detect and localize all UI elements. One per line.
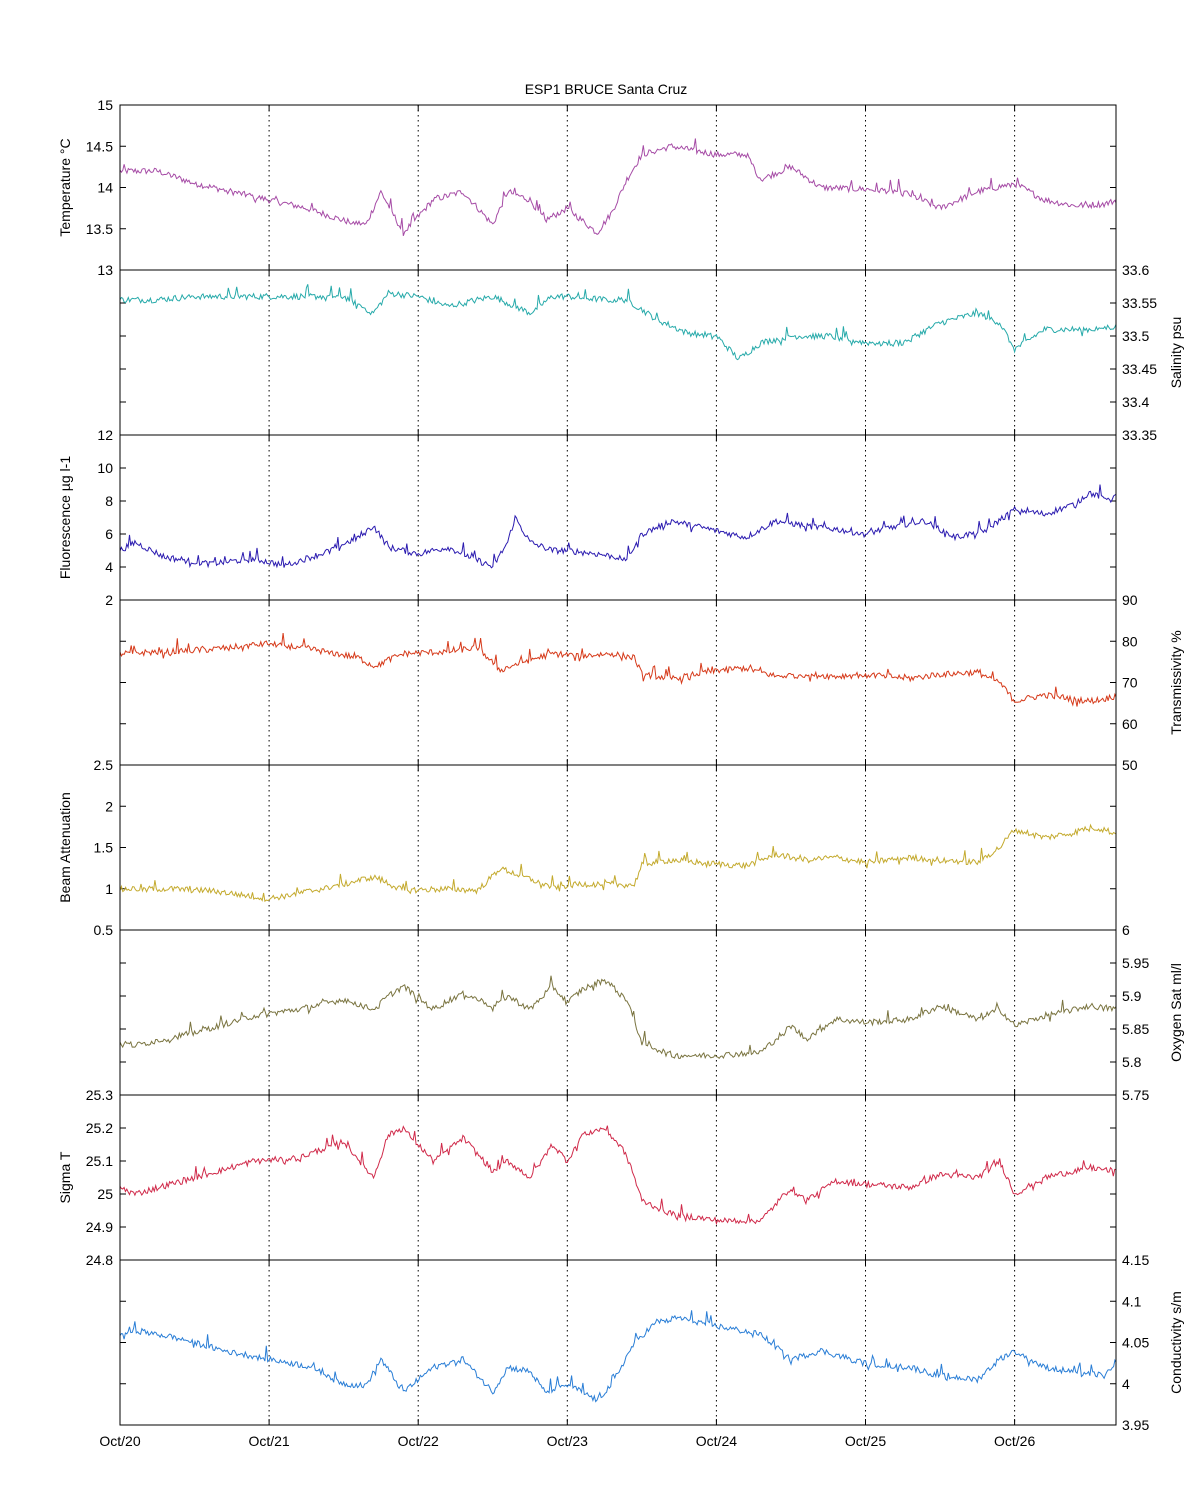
y-axis-label: Salinity psu xyxy=(1168,317,1184,389)
y-tick-label: 4.1 xyxy=(1122,1293,1142,1309)
series-line xyxy=(120,632,1116,707)
panel-4: 0.5 1 1.5 2 2.5 Beam Attenuation xyxy=(57,757,1117,938)
y-tick-label: 0.5 xyxy=(94,922,114,938)
panel-2: 2 4 6 8 10 12 Fluorescence µg l-1 xyxy=(57,427,1117,608)
y-tick-label: 5.85 xyxy=(1122,1021,1149,1037)
series-line xyxy=(120,284,1116,361)
panel-0: 13 13.5 14 14.5 15 Temperature °C xyxy=(57,97,1117,278)
x-tick-label: Oct/21 xyxy=(248,1433,289,1449)
panel-1: 33.35 33.4 33.45 33.5 33.55 33.6 Salinity psu xyxy=(119,262,1184,443)
y-tick-label: 4 xyxy=(105,559,113,575)
series-line xyxy=(120,1310,1116,1403)
y-tick-label: 25.2 xyxy=(86,1120,113,1136)
y-axis-label: Transmissivity % xyxy=(1168,630,1184,735)
panel-5: 5.75 5.8 5.85 5.9 5.95 6 Oxygen Sat ml/l xyxy=(119,922,1184,1103)
y-tick-label: 33.6 xyxy=(1122,262,1149,278)
chart-title: ESP1 BRUCE Santa Cruz xyxy=(525,81,688,97)
y-tick-label: 33.35 xyxy=(1122,427,1157,443)
x-tick-label: Oct/20 xyxy=(99,1433,140,1449)
y-tick-label: 4 xyxy=(1122,1376,1130,1392)
panel-7: 3.95 4 4.05 4.1 4.15 Conductivity s/m xyxy=(119,1252,1184,1433)
y-tick-label: 12 xyxy=(97,427,113,443)
y-tick-label: 80 xyxy=(1122,633,1138,649)
y-tick-label: 25 xyxy=(97,1186,113,1202)
series-line xyxy=(120,138,1116,236)
x-axis: Oct/20 Oct/21 Oct/22 Oct/23 Oct/24 Oct/25 Oct/… xyxy=(99,1433,1035,1449)
y-axis-label: Temperature °C xyxy=(57,138,73,236)
y-tick-label: 33.4 xyxy=(1122,394,1149,410)
panel-6: 24.8 24.9 25 25.1 25.2 25.3 Sigma T xyxy=(57,1087,1117,1268)
y-tick-label: 24.9 xyxy=(86,1219,113,1235)
y-tick-label: 5.95 xyxy=(1122,955,1149,971)
y-tick-label: 5.9 xyxy=(1122,988,1142,1004)
y-tick-label: 6 xyxy=(105,526,113,542)
y-tick-label: 4.15 xyxy=(1122,1252,1149,1268)
y-tick-label: 1.5 xyxy=(94,840,114,856)
y-tick-label: 13 xyxy=(97,262,113,278)
y-tick-label: 33.45 xyxy=(1122,361,1157,377)
y-tick-label: 33.55 xyxy=(1122,295,1157,311)
y-axis-label: Sigma T xyxy=(57,1151,73,1203)
y-tick-label: 14 xyxy=(97,180,113,196)
y-tick-label: 4.05 xyxy=(1122,1335,1149,1351)
y-tick-label: 25.3 xyxy=(86,1087,113,1103)
y-axis-label: Conductivity s/m xyxy=(1168,1291,1184,1394)
y-axis-label: Fluorescence µg l-1 xyxy=(57,456,73,579)
y-tick-label: 6 xyxy=(1122,922,1130,938)
x-tick-label: Oct/25 xyxy=(845,1433,886,1449)
y-tick-label: 3.95 xyxy=(1122,1417,1149,1433)
y-tick-label: 5.75 xyxy=(1122,1087,1149,1103)
y-tick-label: 5.8 xyxy=(1122,1054,1142,1070)
y-tick-label: 2 xyxy=(105,592,113,608)
y-tick-label: 15 xyxy=(97,97,113,113)
series-line xyxy=(120,823,1116,903)
y-axis-label: Oxygen Sat ml/l xyxy=(1168,963,1184,1062)
y-tick-label: 33.5 xyxy=(1122,328,1149,344)
series-line xyxy=(120,484,1116,569)
y-tick-label: 2 xyxy=(105,798,113,814)
series-line xyxy=(120,1125,1116,1226)
panel-3: 50 60 70 80 90 Transmissivity % xyxy=(119,592,1184,773)
y-tick-label: 14.5 xyxy=(86,138,113,154)
y-tick-label: 8 xyxy=(105,493,113,509)
y-tick-label: 70 xyxy=(1122,675,1138,691)
y-tick-label: 90 xyxy=(1122,592,1138,608)
series-line xyxy=(120,975,1116,1060)
y-tick-label: 1 xyxy=(105,881,113,897)
panel-frame xyxy=(119,1259,1117,1426)
y-tick-label: 24.8 xyxy=(86,1252,113,1268)
y-tick-label: 2.5 xyxy=(94,757,114,773)
y-axis-label: Beam Attenuation xyxy=(57,792,73,903)
y-tick-label: 10 xyxy=(97,460,113,476)
y-tick-label: 13.5 xyxy=(86,221,113,237)
x-tick-label: Oct/23 xyxy=(547,1433,588,1449)
x-tick-label: Oct/26 xyxy=(994,1433,1035,1449)
y-tick-label: 50 xyxy=(1122,757,1138,773)
y-tick-label: 60 xyxy=(1122,716,1138,732)
x-tick-label: Oct/22 xyxy=(398,1433,439,1449)
x-tick-label: Oct/24 xyxy=(696,1433,737,1449)
y-tick-label: 25.1 xyxy=(86,1153,113,1169)
